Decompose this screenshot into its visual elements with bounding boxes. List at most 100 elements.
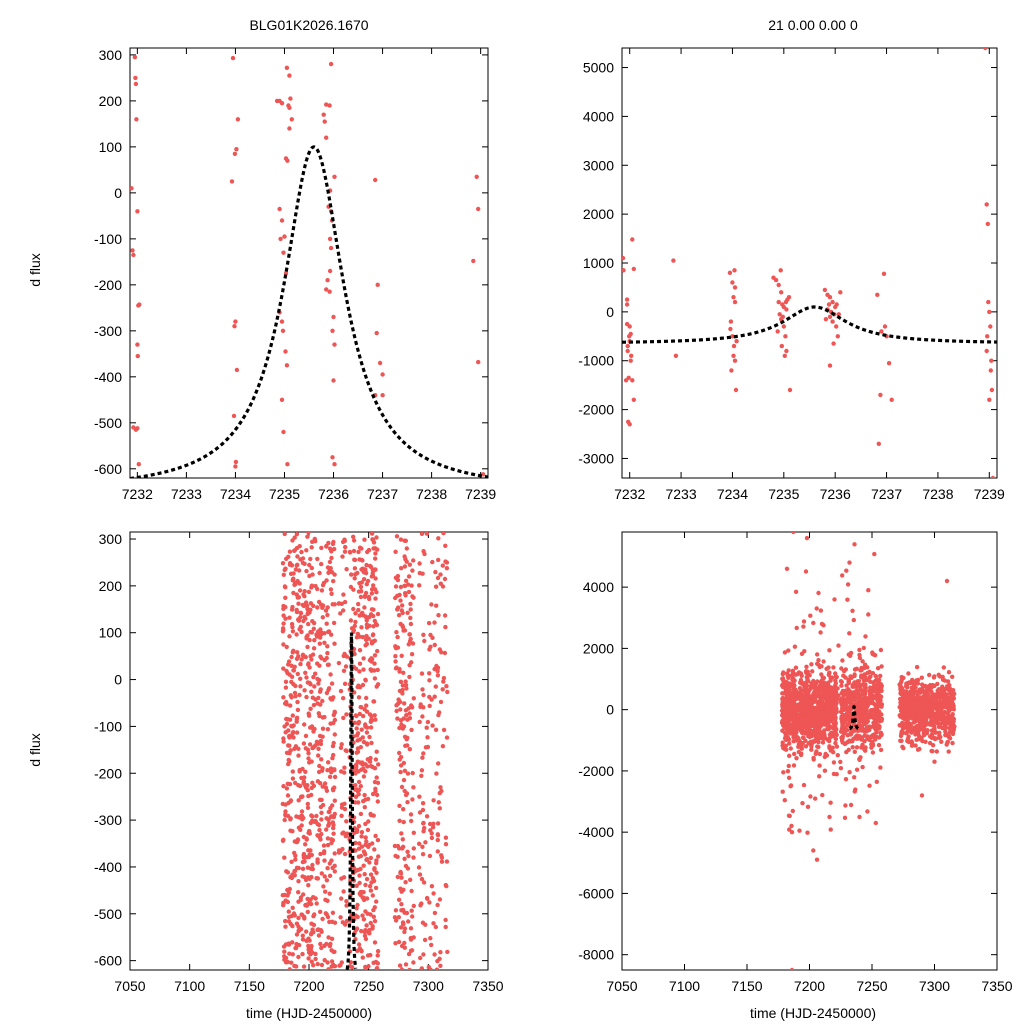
data-point <box>474 174 479 179</box>
data-point <box>281 429 286 435</box>
data-point <box>828 678 833 683</box>
data-point <box>949 691 954 696</box>
data-point <box>874 779 879 784</box>
data-point <box>805 694 810 699</box>
data-point <box>342 851 348 857</box>
data-point <box>341 653 346 659</box>
data-point <box>360 610 365 616</box>
data-point <box>402 564 408 569</box>
data-points <box>779 532 957 970</box>
data-point <box>291 682 296 687</box>
data-point <box>789 967 795 970</box>
data-point <box>344 567 349 572</box>
data-point <box>401 921 406 927</box>
data-point <box>372 668 377 673</box>
data-point <box>316 933 322 938</box>
data-point <box>438 785 443 790</box>
data-point <box>797 828 802 833</box>
data-point <box>798 701 803 707</box>
data-point <box>332 798 337 803</box>
data-point <box>306 751 311 756</box>
data-point <box>369 714 374 719</box>
data-point <box>838 290 843 295</box>
x-tick-label: 7237 <box>871 486 902 502</box>
data-point <box>395 854 400 859</box>
data-point <box>372 905 377 910</box>
data-point <box>876 742 882 748</box>
data-point <box>877 709 882 715</box>
data-point <box>437 806 442 811</box>
data-point <box>439 855 445 860</box>
data-point <box>137 302 142 307</box>
data-point <box>429 835 435 841</box>
data-point <box>319 545 324 551</box>
panel-top-right: 7232 7233 7234 7235 7236 7237 7238 723950004000… <box>578 47 1005 502</box>
model-curve <box>345 632 358 970</box>
data-point <box>305 788 310 793</box>
data-point <box>410 914 415 919</box>
data-point <box>232 151 238 156</box>
data-point <box>380 372 385 377</box>
data-point <box>360 913 365 918</box>
data-point <box>438 963 443 968</box>
data-point <box>732 299 738 305</box>
data-point <box>375 667 380 673</box>
data-point <box>393 646 399 651</box>
data-point <box>812 739 817 744</box>
data-point <box>287 759 292 764</box>
data-point <box>904 692 909 697</box>
data-point <box>309 545 314 550</box>
data-point <box>411 903 416 909</box>
data-point <box>294 865 300 870</box>
data-point <box>234 147 239 152</box>
data-point <box>933 706 938 711</box>
data-point <box>919 735 924 740</box>
data-point <box>327 891 332 896</box>
data-point <box>787 695 792 701</box>
data-point <box>824 704 830 709</box>
data-point <box>875 292 880 297</box>
data-point <box>296 798 301 803</box>
data-point <box>886 361 892 366</box>
data-point <box>854 767 860 772</box>
data-point <box>294 632 299 637</box>
data-point <box>411 960 416 965</box>
data-point <box>340 846 345 852</box>
data-point <box>320 766 325 771</box>
data-point <box>443 917 448 923</box>
data-point <box>823 317 829 322</box>
data-point <box>353 713 358 718</box>
data-point <box>373 833 378 839</box>
data-point <box>873 673 878 679</box>
data-point <box>444 566 450 571</box>
data-point <box>932 759 937 764</box>
data-point <box>285 893 290 898</box>
data-point <box>354 768 359 773</box>
data-point <box>811 755 816 761</box>
x-tick-label: 7233 <box>665 486 696 502</box>
data-point <box>355 759 360 764</box>
x-tick-label: 7050 <box>114 978 145 994</box>
data-point <box>299 809 305 814</box>
data-point <box>325 914 331 920</box>
data-point <box>365 578 371 584</box>
data-point <box>625 348 630 354</box>
data-point <box>317 797 323 802</box>
data-point <box>329 681 335 686</box>
data-point <box>402 945 407 950</box>
data-point <box>797 724 802 729</box>
data-point <box>337 963 342 968</box>
data-point <box>332 717 338 723</box>
data-point <box>898 723 903 728</box>
data-point <box>361 895 367 900</box>
y-tick-label: 200 <box>99 578 123 594</box>
data-point <box>797 707 802 713</box>
data-point <box>329 555 334 561</box>
data-point <box>343 544 348 550</box>
data-point <box>312 638 317 643</box>
data-point <box>411 558 416 563</box>
data-point <box>354 883 359 888</box>
data-point <box>326 935 331 940</box>
data-point <box>402 628 408 633</box>
data-point <box>315 961 320 967</box>
